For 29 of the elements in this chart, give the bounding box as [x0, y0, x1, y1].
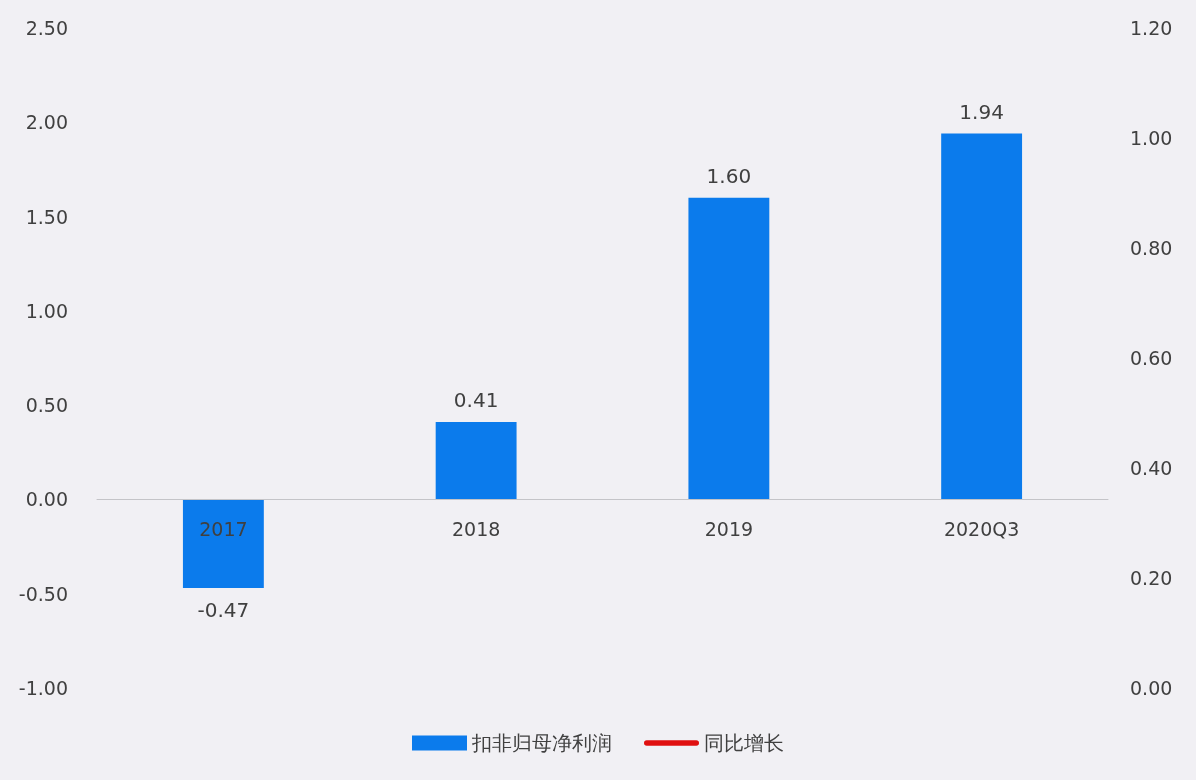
- y-tick-label: 1.50: [25, 205, 68, 228]
- y-tick-label: 2.50: [25, 17, 68, 39]
- bar: [688, 197, 770, 500]
- y-tick-label: 0.50: [25, 394, 68, 417]
- y2-tick-label: 0.00: [1130, 677, 1173, 699]
- y-tick-label: 1.00: [25, 299, 68, 322]
- x-tick-label: 2019: [704, 517, 754, 540]
- data-label: -0.47: [197, 598, 250, 623]
- data-label: 1.60: [706, 163, 752, 188]
- bar: [435, 422, 517, 500]
- y-tick-label: -1.00: [18, 677, 68, 699]
- bar: [182, 499, 264, 589]
- y-tick-label: 2.00: [25, 111, 68, 134]
- y2-tick-label: 0.80: [1130, 237, 1173, 259]
- y2-tick-label: 1.00: [1130, 127, 1173, 149]
- y-tick-label: 0.00: [25, 488, 68, 511]
- x-tick-label: 2020Q3: [943, 517, 1020, 540]
- y2-tick-label: 0.40: [1130, 457, 1173, 479]
- bar: [941, 133, 1023, 500]
- legend-label: 扣非归母净利润: [471, 731, 612, 755]
- y2-tick-label: 0.20: [1130, 567, 1173, 589]
- data-label: 0.41: [453, 388, 499, 413]
- legend-label: 同比增长: [704, 731, 784, 755]
- y2-tick-label: 1.20: [1130, 17, 1173, 39]
- y2-tick-label: 0.60: [1130, 347, 1173, 369]
- data-label: 1.94: [959, 99, 1004, 124]
- x-tick-label: 2017: [199, 517, 248, 540]
- x-tick-label: 2018: [451, 517, 501, 540]
- y-tick-label: -0.50: [18, 582, 68, 605]
